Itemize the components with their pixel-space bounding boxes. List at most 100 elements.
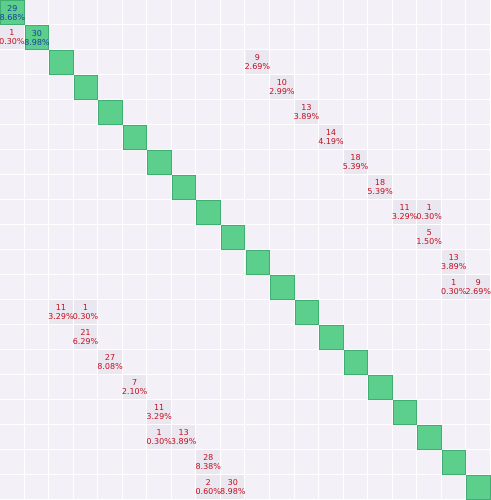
cell — [294, 25, 320, 50]
cell — [368, 150, 393, 175]
cell — [417, 275, 442, 300]
cell — [98, 400, 123, 425]
cell — [73, 100, 99, 125]
cell — [417, 475, 442, 500]
cell — [73, 125, 99, 150]
cell — [122, 75, 148, 100]
cell — [122, 50, 148, 75]
cell — [270, 375, 295, 400]
cell: 7 2.10% — [122, 375, 148, 400]
cell — [171, 400, 197, 425]
cell — [245, 125, 271, 150]
cell — [466, 450, 491, 475]
cell — [392, 175, 418, 200]
cell — [466, 350, 491, 375]
diagonal-cell — [368, 375, 393, 400]
cell — [270, 425, 295, 450]
cell — [294, 200, 320, 225]
cell — [294, 350, 320, 375]
cell — [441, 225, 467, 250]
cell-count: 1 — [451, 278, 457, 287]
cell-count: 29 — [7, 3, 18, 13]
cell-percent: 2.99% — [269, 87, 295, 96]
cell — [0, 475, 25, 500]
cell — [466, 375, 491, 400]
cell — [466, 175, 491, 200]
cell — [24, 425, 50, 450]
cell — [245, 400, 271, 425]
cell — [147, 175, 172, 200]
cell — [49, 0, 74, 25]
cell — [73, 475, 99, 500]
cell — [294, 225, 320, 250]
cell — [98, 425, 123, 450]
cell — [441, 125, 467, 150]
cell — [98, 250, 123, 275]
cell — [49, 475, 74, 500]
cell — [220, 125, 246, 150]
cell — [245, 175, 271, 200]
cell — [49, 350, 74, 375]
cell — [24, 350, 50, 375]
cell — [245, 475, 271, 500]
cell-count: 21 — [80, 328, 91, 337]
cell — [343, 250, 369, 275]
cell: 1 0.30% — [0, 25, 25, 50]
cell-percent: 8.98% — [24, 37, 50, 47]
cell — [122, 450, 148, 475]
cell — [220, 375, 246, 400]
cell — [368, 325, 393, 350]
cell — [343, 225, 369, 250]
cell — [245, 200, 271, 225]
cell — [196, 225, 221, 250]
cell — [441, 375, 467, 400]
cell: 5 1.50% — [416, 225, 442, 250]
cell-percent: 3.29% — [391, 212, 418, 221]
cell-count: 11 — [153, 403, 165, 412]
cell — [49, 200, 74, 225]
cell — [122, 275, 148, 300]
cell — [441, 325, 467, 350]
cell — [49, 75, 74, 100]
cell — [368, 225, 393, 250]
cell — [417, 25, 442, 50]
cell: 11 3.29% — [146, 400, 172, 425]
cell — [417, 75, 442, 100]
cell-count: 11 — [399, 203, 410, 212]
cell — [441, 75, 467, 100]
cell — [0, 225, 25, 250]
cell — [392, 375, 418, 400]
cell-percent: 3.29% — [48, 312, 74, 321]
cell — [196, 375, 221, 400]
cell — [0, 275, 25, 300]
cell — [441, 175, 467, 200]
cell — [171, 50, 197, 75]
cell — [319, 375, 344, 400]
cell: 2 0.60% — [195, 475, 221, 500]
cell — [441, 400, 467, 425]
cell — [368, 450, 393, 475]
cell — [368, 0, 393, 25]
cell — [466, 50, 491, 75]
cell — [319, 150, 344, 175]
cell — [147, 375, 172, 400]
cell — [466, 25, 491, 50]
cell-count: 30 — [227, 478, 238, 487]
cell — [441, 0, 467, 25]
cell — [392, 50, 418, 75]
cell — [220, 0, 246, 25]
cell — [24, 0, 50, 25]
cell — [270, 250, 295, 275]
cell — [24, 300, 50, 325]
cell — [49, 225, 74, 250]
diagonal-cell — [343, 350, 369, 375]
cell — [147, 350, 172, 375]
cell — [196, 25, 221, 50]
cell — [392, 350, 418, 375]
cell — [392, 325, 418, 350]
cell — [98, 75, 123, 100]
cell — [220, 50, 246, 75]
cell — [73, 350, 99, 375]
cell — [417, 50, 442, 75]
diagonal-cell — [73, 75, 99, 100]
